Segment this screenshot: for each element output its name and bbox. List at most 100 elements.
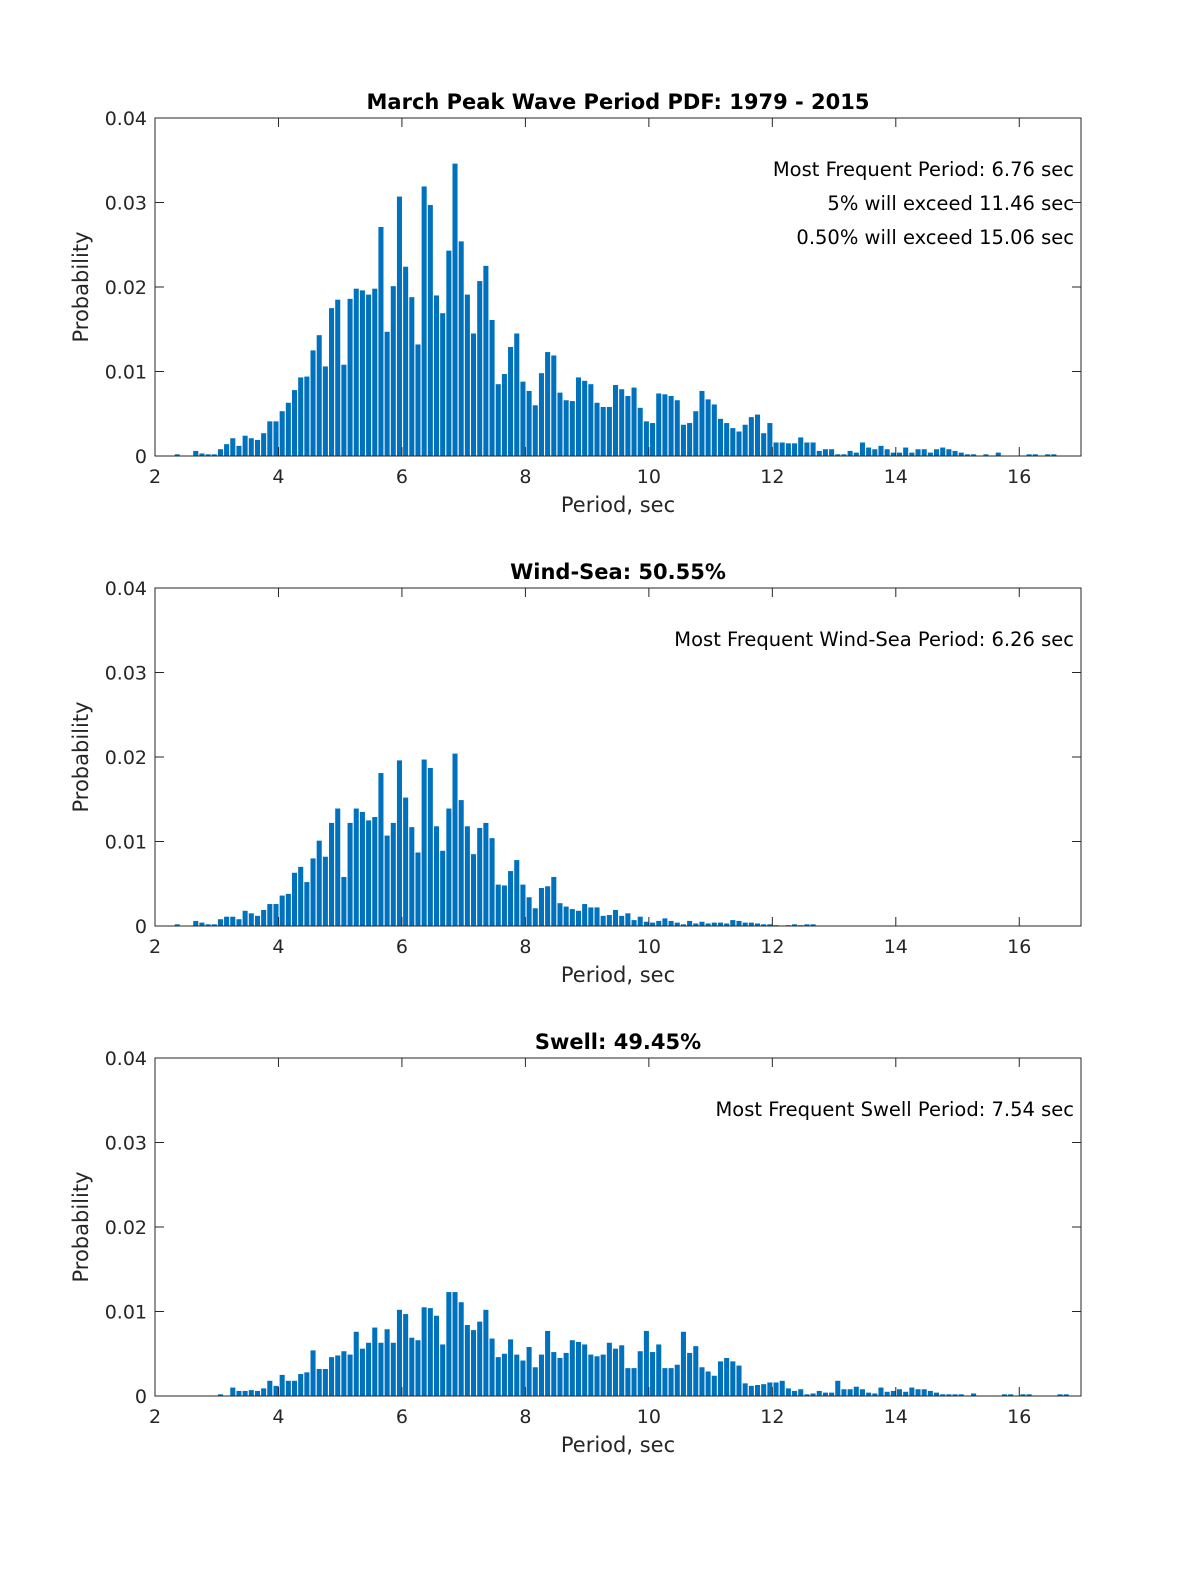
bar [452,753,458,926]
bar [372,817,378,926]
bar [495,384,501,456]
bar [680,424,686,456]
bar [421,1307,427,1396]
bar [730,920,736,926]
bar [693,923,699,926]
bar [347,1354,353,1396]
bar [631,920,637,926]
bar [613,385,619,456]
x-tick-label: 14 [884,1406,908,1428]
bar [995,452,1001,456]
bar [705,399,711,456]
bar [285,402,291,456]
y-tick-label: 0.04 [105,578,147,600]
bar [872,1393,878,1396]
bar [588,1354,594,1396]
bar [452,1292,458,1396]
bar [884,449,890,456]
bar [384,1329,390,1396]
bar [532,1367,538,1396]
bar [372,288,378,456]
bar [409,1337,415,1396]
bar [304,882,310,926]
bar [717,1361,724,1396]
bar [606,1342,612,1396]
bar [841,454,847,456]
bar [866,447,872,456]
bar [792,924,798,926]
bar [396,196,402,456]
bar [656,393,662,456]
bar [230,916,236,926]
bar [779,1380,785,1396]
x-tick-label: 4 [272,466,284,488]
bar [754,1385,761,1396]
bar [631,387,637,456]
y-tick-label: 0.03 [105,663,147,685]
bar [1057,1394,1063,1396]
bar [378,1342,384,1396]
bar [804,924,810,926]
bar [958,1394,964,1396]
bar [372,1327,378,1396]
bar [674,1364,680,1396]
bar [742,922,748,926]
bar [273,1385,279,1396]
bar [322,1368,328,1396]
bar [847,1389,853,1396]
bar [347,298,353,456]
chart-panel-2: 2 4 6 8 10 12 14 16 0 0.01 0.02 0.03 0.04 Period, sec… [69,560,1082,987]
bar [464,294,470,456]
bar [359,290,365,456]
x-tick-label: 14 [884,936,908,958]
bar [643,421,649,456]
bar [841,1389,847,1396]
bar [248,1390,254,1396]
bar [501,1353,507,1396]
y-tick-label: 0.02 [105,747,147,769]
bar [316,1368,322,1396]
bar [847,450,853,456]
x-tick-label: 10 [637,1406,661,1428]
bar [761,433,767,456]
bar [285,893,291,926]
bar [310,350,316,457]
x-tick-label: 12 [760,1406,784,1428]
bar [1020,1394,1026,1396]
bar [427,205,433,456]
bar [211,924,217,926]
bar [699,390,705,456]
bar [477,1321,483,1396]
bar [310,858,316,926]
bar [458,241,464,456]
bar [594,402,600,456]
bar [656,1344,662,1396]
bar [767,924,773,926]
bar [835,454,841,456]
chart-title: Wind-Sea: 50.55% [510,560,726,584]
bar [335,808,341,926]
bar [909,452,915,456]
bar [859,442,865,456]
bar [520,884,526,926]
bar [446,250,452,456]
bar [946,449,952,456]
x-tick-label: 16 [1007,466,1031,488]
bar [538,1354,544,1396]
bar [341,364,347,456]
bar [366,1342,372,1396]
x-axis-label: Period, sec [561,963,675,987]
bar [483,265,489,457]
bar [693,1346,699,1396]
y-tick-label: 0.01 [105,832,147,854]
bar [594,907,600,926]
y-tick-label: 0 [135,1386,147,1408]
bar [501,885,507,926]
bar [736,431,742,456]
bar [656,920,662,926]
bar [680,1331,686,1396]
bar [650,1352,656,1396]
bar [316,840,322,926]
bar [322,366,328,456]
bar [211,454,217,456]
